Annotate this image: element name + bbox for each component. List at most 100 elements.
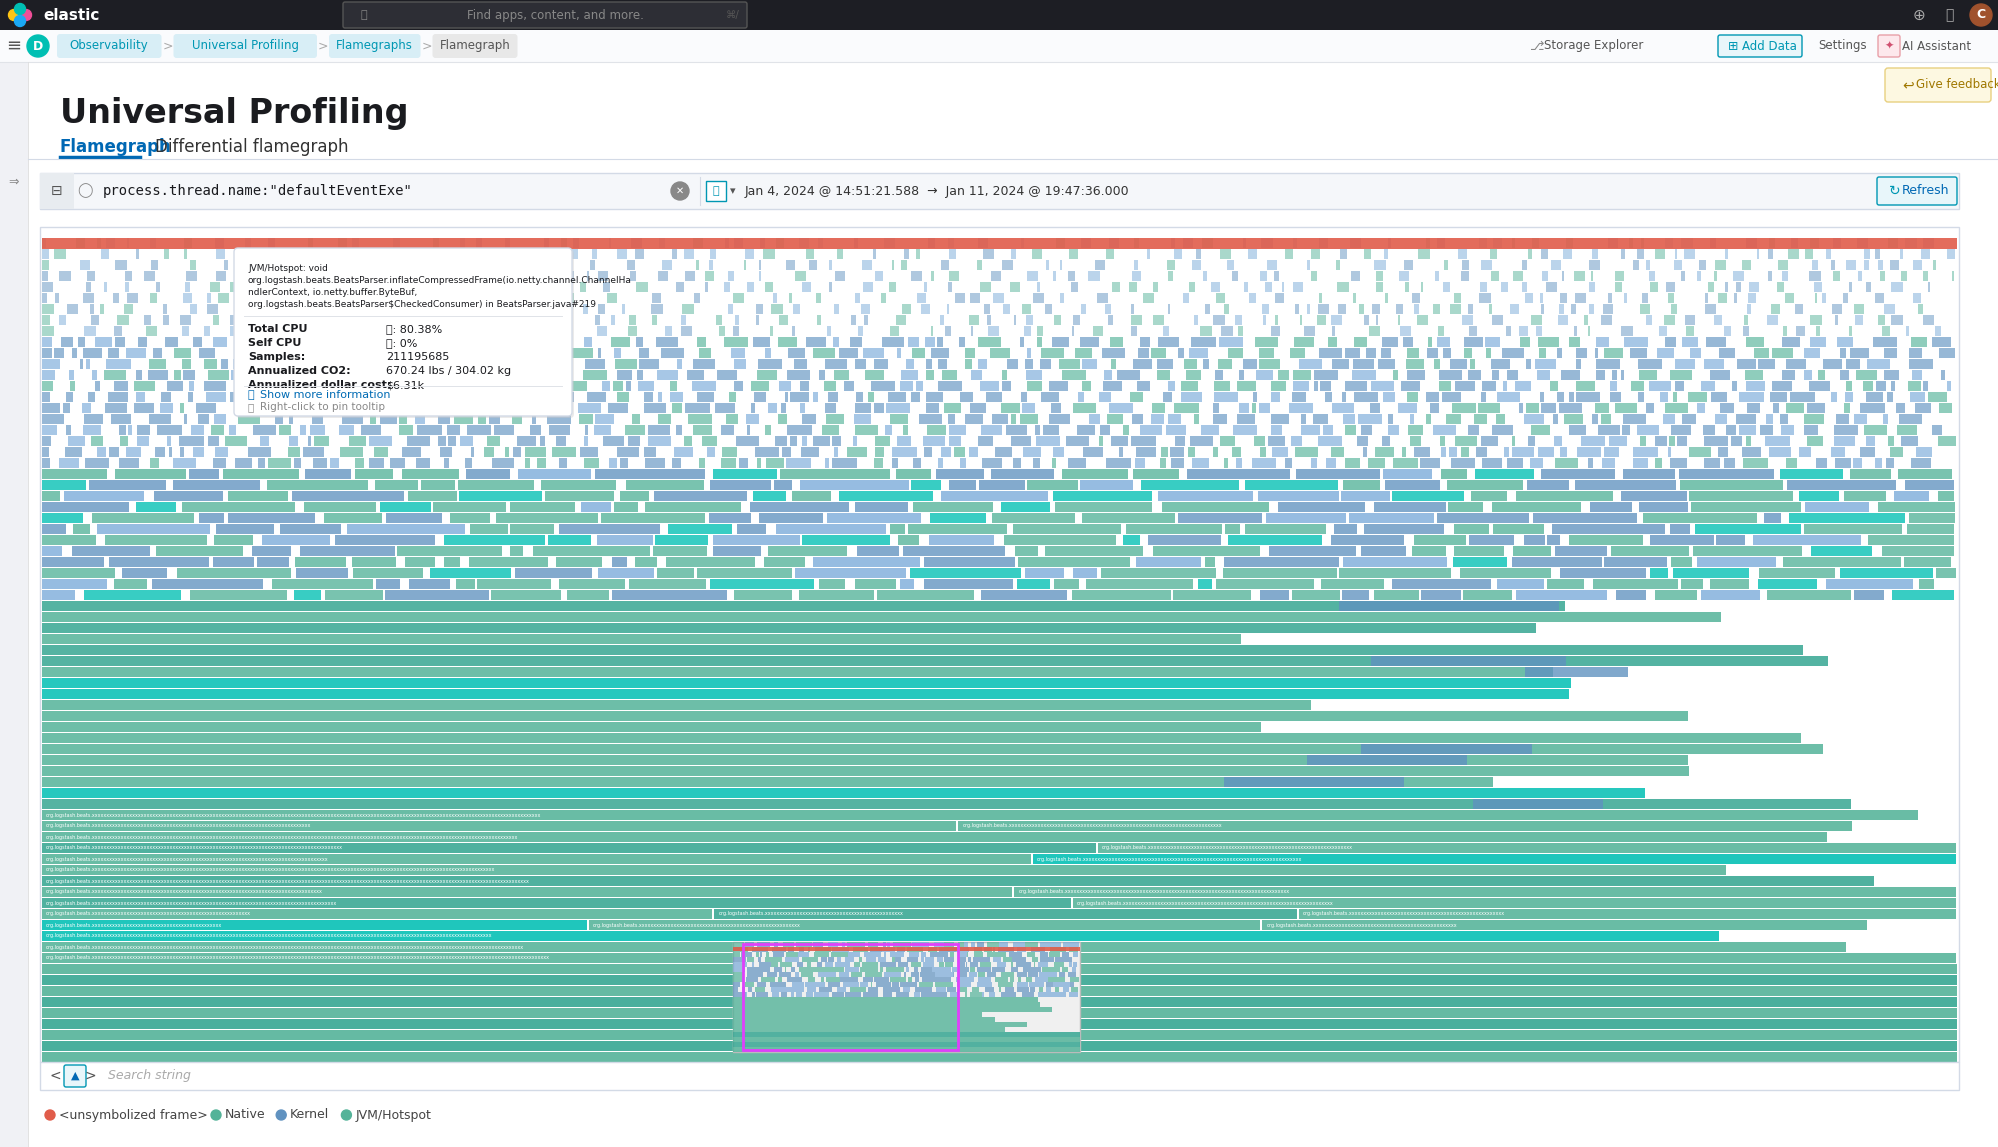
Bar <box>941 260 949 270</box>
Bar <box>977 977 989 982</box>
Bar <box>733 1032 1079 1037</box>
Bar <box>290 292 294 303</box>
Bar <box>805 337 825 348</box>
Bar <box>1592 414 1596 424</box>
Bar <box>1572 271 1584 281</box>
Bar <box>1177 513 1261 523</box>
Bar <box>1107 414 1123 424</box>
Bar <box>42 237 46 248</box>
Bar <box>831 992 843 997</box>
Bar <box>42 326 54 336</box>
Bar <box>917 292 925 303</box>
Bar <box>230 392 244 401</box>
Bar <box>42 315 50 325</box>
Bar <box>899 381 913 391</box>
Bar <box>1628 237 1632 248</box>
Bar <box>1834 458 1850 468</box>
Bar <box>1375 271 1383 281</box>
Bar <box>76 237 86 248</box>
Bar <box>921 958 923 962</box>
Bar <box>1243 237 1247 248</box>
Bar <box>1291 392 1305 401</box>
Bar <box>194 447 204 457</box>
Bar <box>42 721 1261 732</box>
Bar <box>180 315 192 325</box>
Bar <box>693 292 699 303</box>
Bar <box>1620 370 1624 380</box>
Bar <box>1051 458 1055 468</box>
Bar <box>839 977 857 982</box>
Bar <box>92 370 98 380</box>
Bar <box>971 326 973 336</box>
FancyBboxPatch shape <box>236 250 573 418</box>
Bar <box>450 513 490 523</box>
Bar <box>1157 337 1179 348</box>
Bar <box>1105 249 1113 259</box>
Bar <box>1031 249 1041 259</box>
Bar <box>1491 359 1508 369</box>
Bar <box>941 491 1047 501</box>
Bar <box>1483 381 1497 391</box>
Bar <box>933 943 943 947</box>
Bar <box>639 348 649 358</box>
Circle shape <box>28 36 50 57</box>
Bar <box>354 568 424 578</box>
Bar <box>733 590 791 600</box>
Bar <box>733 1043 1079 1047</box>
Bar <box>1173 249 1181 259</box>
Bar <box>549 249 551 259</box>
Bar <box>1439 436 1445 446</box>
Bar <box>825 458 829 468</box>
Bar <box>1029 982 1043 988</box>
Bar <box>813 348 835 358</box>
Bar <box>767 546 847 556</box>
Bar <box>1141 479 1239 490</box>
Bar <box>629 579 705 590</box>
Bar <box>1433 304 1441 314</box>
Bar <box>861 962 877 967</box>
Bar <box>1311 458 1317 468</box>
Bar <box>765 958 781 962</box>
FancyBboxPatch shape <box>64 1066 86 1087</box>
Bar <box>204 326 210 336</box>
Bar <box>1413 535 1465 545</box>
Bar <box>1337 282 1349 292</box>
Text: org.logstash.beats.xxxxxxxxxxxxxxxxxxxxxxxxxxxxxxxxxxxxxxxxxxxxxxxxxxxxxxxxxxxxx: org.logstash.beats.xxxxxxxxxxxxxxxxxxxxx… <box>46 835 517 840</box>
Bar <box>1025 359 1033 369</box>
Bar <box>466 469 509 479</box>
Bar <box>1648 271 1654 281</box>
Bar <box>1908 381 1920 391</box>
Bar <box>1053 271 1055 281</box>
Bar <box>819 579 845 590</box>
Bar <box>597 568 653 578</box>
Text: org.logstash.beats.xxxxxxxxxxxxxxxxxxxxxxxxxxxxxxxxxxxxxxxxxxxxxxxxxx: org.logstash.beats.xxxxxxxxxxxxxxxxxxxxx… <box>1265 922 1457 928</box>
Bar <box>1069 982 1073 988</box>
Bar <box>1237 414 1255 424</box>
Bar <box>609 458 617 468</box>
Bar <box>438 436 446 446</box>
Bar <box>863 992 877 997</box>
Bar <box>731 326 739 336</box>
Bar <box>973 952 983 957</box>
Bar <box>42 700 1311 710</box>
Bar <box>348 524 464 535</box>
Bar <box>252 546 290 556</box>
Bar <box>755 988 765 992</box>
Bar <box>609 237 611 248</box>
Bar <box>1327 337 1337 348</box>
Bar <box>1247 249 1257 259</box>
Bar <box>1732 271 1744 281</box>
Bar <box>985 392 1001 401</box>
Bar <box>813 557 919 567</box>
Bar <box>1351 271 1359 281</box>
Bar <box>895 315 905 325</box>
Bar <box>855 546 899 556</box>
Bar <box>1373 502 1447 512</box>
Bar <box>851 973 861 977</box>
Bar <box>442 260 446 270</box>
Bar <box>1646 403 1654 413</box>
Bar <box>1449 447 1457 457</box>
Bar <box>134 403 154 413</box>
Bar <box>1117 370 1139 380</box>
Bar <box>1726 426 1736 435</box>
